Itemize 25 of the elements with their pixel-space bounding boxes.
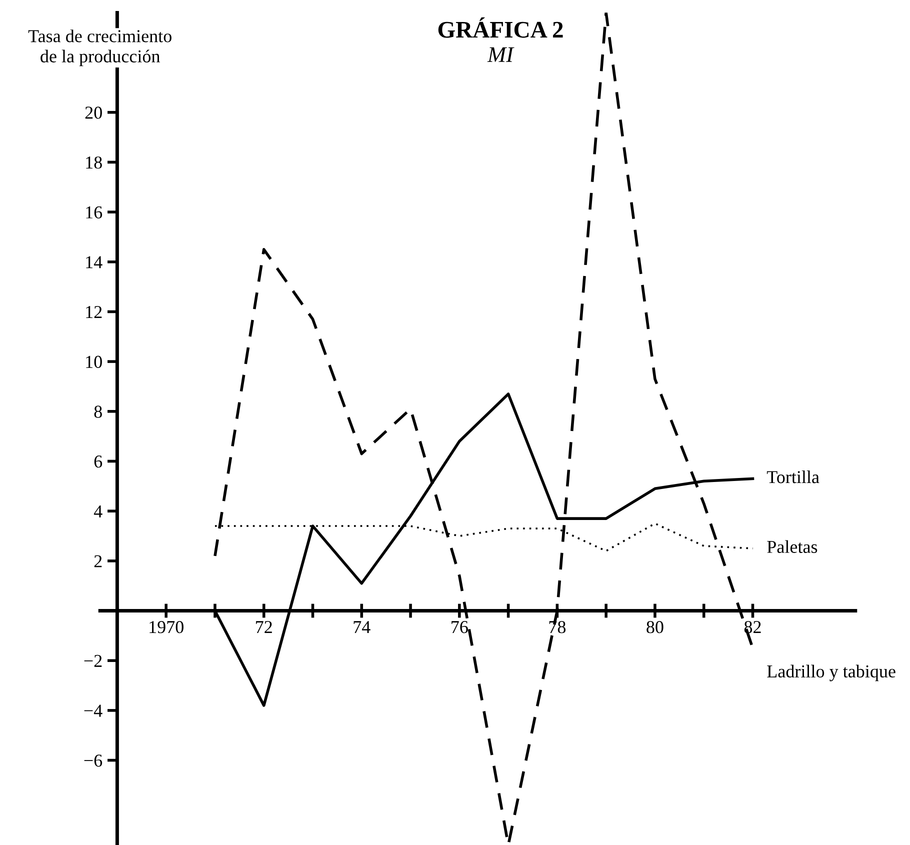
chart-title: GRÁFICA 2 [438,17,563,38]
y-tick-label: 10 [86,356,102,368]
x-tick-label: 72 [256,621,272,634]
y-tick-label: 8 [94,406,102,418]
x-tick-label: 1970 [150,620,184,634]
x-tick-label: 80 [646,620,664,634]
series-label: Tortilla [766,470,820,484]
y-tick-label: 6 [94,456,102,468]
y-tick-label: −4 [84,704,102,717]
y-tick-label: −2 [84,654,102,667]
y-axis-title: Tasa de crecimiento de la producción [28,30,172,66]
x-tick-label: 74 [354,621,370,634]
y-tick-label: 2 [94,555,102,568]
y-tick-label: 12 [86,306,102,318]
y-tick-label: 16 [86,206,102,218]
y-tick-label: −6 [84,754,102,767]
y-tick-label: 18 [86,156,102,169]
y-tick-label: 14 [86,256,102,268]
y-tick-label: 4 [94,505,102,518]
x-tick-label: 82 [744,620,761,634]
series-label: Paletas [767,540,818,553]
y-tick-label: 20 [85,106,102,119]
series-label: Ladrillo y tabique [767,664,896,682]
text: MI [487,47,514,62]
x-tick-label: 76 [452,621,468,634]
